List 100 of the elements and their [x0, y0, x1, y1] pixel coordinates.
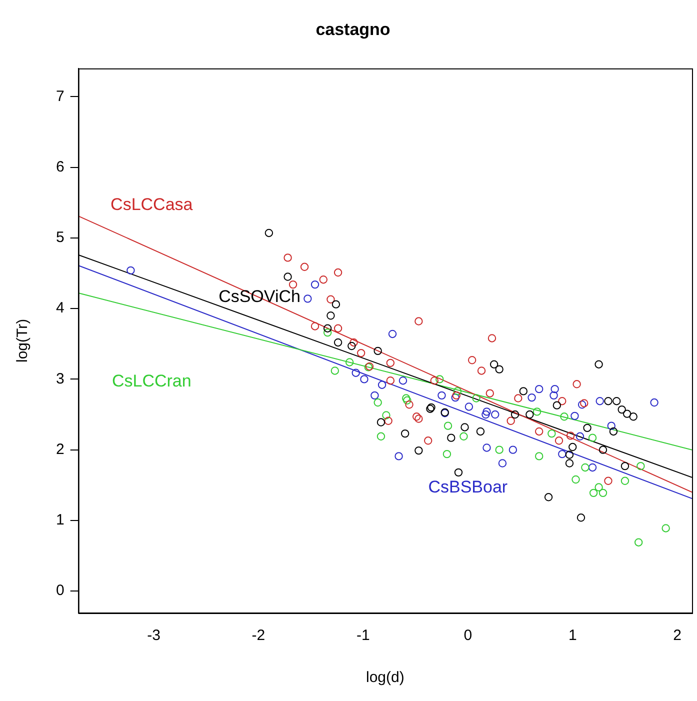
- point: [300, 262, 309, 271]
- point: [558, 450, 566, 458]
- point: [284, 272, 292, 281]
- point: [378, 380, 386, 389]
- point: [508, 446, 518, 454]
- point: [650, 398, 658, 407]
- point: [565, 450, 574, 459]
- x-tick-label: -2: [252, 627, 266, 644]
- point: [388, 330, 397, 338]
- point: [604, 476, 612, 486]
- point: [598, 488, 608, 498]
- point: [476, 427, 485, 436]
- point: [609, 427, 618, 436]
- point: [454, 468, 463, 477]
- point: [460, 423, 469, 432]
- point: [558, 396, 566, 406]
- point: [550, 384, 559, 394]
- point: [550, 391, 558, 400]
- point: [398, 376, 408, 385]
- point: [554, 436, 564, 445]
- series-label: CsLCCasa: [110, 195, 194, 214]
- point: [334, 268, 342, 277]
- point: [319, 276, 328, 284]
- point: [491, 410, 500, 419]
- point: [405, 400, 414, 409]
- text: CsBSBoar: [428, 478, 508, 497]
- point: [589, 488, 598, 498]
- text: CsLCCran: [112, 372, 192, 391]
- point: [310, 322, 320, 330]
- point: [376, 432, 386, 441]
- x-tick-label: 2: [673, 627, 682, 644]
- point: [486, 389, 494, 398]
- point: [384, 416, 392, 425]
- point: [400, 429, 410, 438]
- point: [482, 444, 491, 452]
- point: [604, 396, 612, 406]
- point: [490, 360, 498, 368]
- point: [453, 387, 462, 396]
- point: [386, 376, 395, 385]
- point: [588, 434, 597, 442]
- x-tick-label: 0: [464, 627, 472, 644]
- point: [394, 452, 403, 460]
- point: [535, 384, 544, 394]
- point: [488, 334, 496, 342]
- point: [326, 312, 335, 320]
- point: [662, 524, 670, 532]
- point: [526, 410, 534, 419]
- point: [495, 446, 504, 454]
- point: [566, 432, 575, 440]
- point: [304, 294, 312, 303]
- point: [634, 538, 643, 546]
- point: [544, 493, 553, 502]
- y-tick-label: 2: [56, 440, 64, 458]
- point: [348, 342, 356, 350]
- point: [330, 366, 340, 375]
- point: [506, 416, 515, 425]
- point: [376, 418, 386, 426]
- point: [598, 446, 608, 454]
- point: [438, 391, 446, 400]
- point: [264, 228, 274, 238]
- point: [498, 459, 507, 468]
- point: [510, 410, 520, 419]
- point: [560, 412, 568, 421]
- point: [636, 462, 645, 470]
- point: [323, 324, 332, 332]
- point: [326, 295, 335, 304]
- point: [519, 387, 528, 396]
- point: [548, 429, 556, 438]
- point: [618, 405, 626, 414]
- point: [288, 280, 298, 289]
- point: [332, 300, 340, 308]
- point: [334, 338, 342, 347]
- y-tick-label: 5: [56, 229, 64, 246]
- x-tick-label: 1: [568, 627, 577, 644]
- point: [594, 483, 603, 492]
- point: [464, 402, 474, 411]
- x-axis-title: log(d): [366, 669, 404, 686]
- point: [374, 398, 382, 407]
- point: [576, 432, 584, 441]
- point: [126, 266, 135, 275]
- point: [370, 391, 379, 400]
- point: [414, 414, 423, 423]
- point: [514, 394, 522, 402]
- point: [580, 399, 588, 408]
- point: [578, 400, 586, 409]
- point: [360, 375, 368, 384]
- point: [622, 410, 632, 418]
- point: [414, 317, 423, 326]
- point: [482, 410, 490, 419]
- point: [444, 422, 452, 430]
- point: [552, 401, 562, 410]
- y-tick-label: 7: [56, 88, 64, 105]
- point: [588, 463, 597, 472]
- point: [535, 452, 544, 460]
- point: [352, 368, 360, 377]
- point: [382, 411, 390, 420]
- point: [412, 412, 421, 421]
- y-tick-label: 4: [56, 300, 64, 317]
- point: [345, 358, 354, 366]
- point: [607, 422, 616, 430]
